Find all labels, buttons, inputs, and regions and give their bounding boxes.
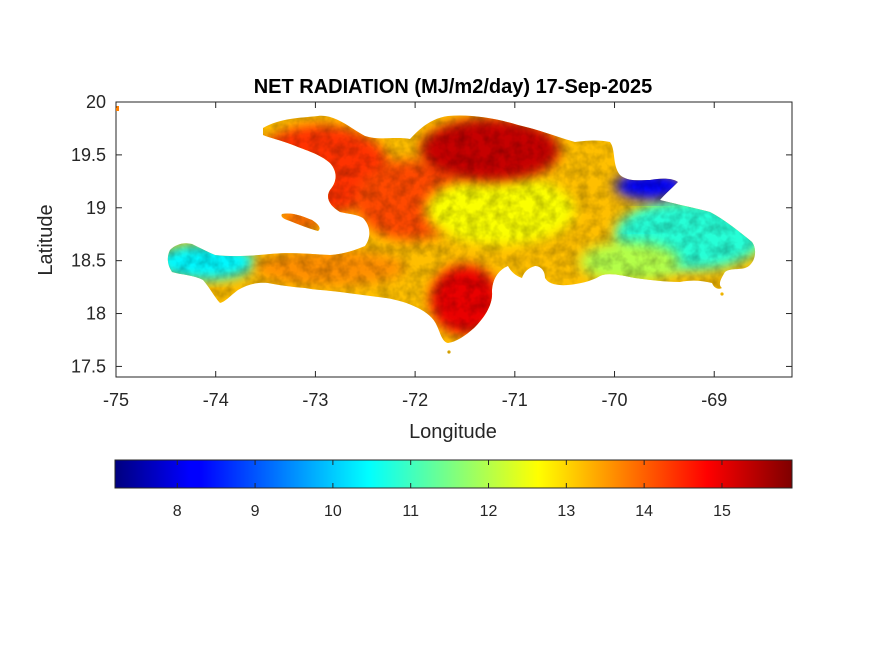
x-tick-label: -72 <box>402 390 428 410</box>
x-tick-label: -71 <box>502 390 528 410</box>
y-tick-label: 17.5 <box>71 356 106 376</box>
y-tick-label: 19.5 <box>71 145 106 165</box>
colorbar-tick-label: 10 <box>324 503 342 520</box>
chart-title: NET RADIATION (MJ/m2/day) 17-Sep-2025 <box>254 76 653 98</box>
y-axis-ticks: 17.5 18 18.5 19 19.5 20 <box>71 92 792 376</box>
colorbar-tick-label: 11 <box>402 503 419 520</box>
x-tick-label: -74 <box>203 390 229 410</box>
y-tick-label: 19 <box>86 198 106 218</box>
colorbar-tick-label: 13 <box>557 503 575 520</box>
y-tick-label: 18.5 <box>71 251 106 271</box>
colorbar <box>114 459 793 489</box>
y-tick-label: 18 <box>86 304 106 324</box>
x-axis-ticks: -75 -74 -73 -72 -71 -70 -69 <box>103 102 727 410</box>
colorbar-tick-label: 14 <box>635 503 653 520</box>
x-tick-label: -75 <box>103 390 129 410</box>
colorbar-tick-label: 9 <box>251 503 260 520</box>
y-axis-label: Latitude <box>35 204 57 275</box>
colorbar-tick-label: 12 <box>480 503 498 520</box>
corner-pixel <box>116 106 119 111</box>
x-tick-label: -73 <box>302 390 328 410</box>
colorbar-ticks: 8 9 10 11 12 13 14 15 <box>173 460 731 520</box>
colorbar-tick-label: 15 <box>713 503 731 520</box>
x-tick-label: -70 <box>602 390 628 410</box>
y-tick-label: 20 <box>86 92 106 112</box>
x-axis-label: Longitude <box>409 421 497 443</box>
x-tick-label: -69 <box>701 390 727 410</box>
colorbar-tick-label: 8 <box>173 503 182 520</box>
